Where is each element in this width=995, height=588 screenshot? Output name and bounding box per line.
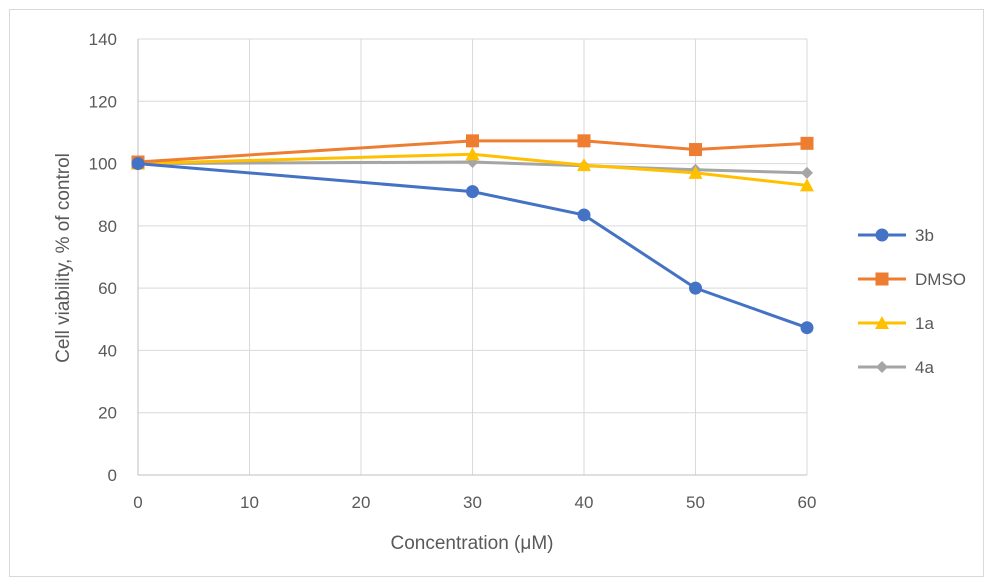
data-point	[577, 208, 591, 222]
x-tick-label: 30	[463, 493, 482, 512]
data-point	[577, 134, 591, 148]
x-tick-label: 20	[352, 493, 371, 512]
y-tick-label: 0	[108, 466, 117, 485]
data-point	[800, 178, 814, 192]
legend-marker	[875, 228, 889, 242]
tick-labels: 0 20 40 60 80 100 120 140 0 10 20 30 40 50 60	[89, 30, 817, 512]
data-point	[801, 166, 813, 179]
axes	[137, 39, 807, 476]
legend-label: DMSO	[915, 270, 966, 289]
data-point	[465, 147, 480, 161]
legend: 3b DMSO 1a 4a	[858, 226, 966, 377]
legend-label: 1a	[915, 314, 934, 333]
x-axis-title: Concentration (μM)	[390, 533, 553, 554]
legend-marker	[876, 361, 888, 373]
legend-item: 1a	[858, 314, 934, 333]
x-tick-label: 60	[798, 493, 817, 512]
legend-label: 4a	[915, 358, 934, 377]
x-tick-label: 0	[133, 493, 142, 512]
data-point	[800, 136, 814, 150]
series-3b	[131, 157, 814, 335]
data-point	[466, 185, 479, 199]
y-tick-label: 40	[98, 341, 117, 360]
legend-marker	[875, 316, 889, 329]
legend-item: 3b	[858, 226, 934, 245]
data-point	[689, 143, 702, 157]
data-point	[689, 281, 702, 295]
data-point	[800, 321, 814, 335]
series-lines	[131, 134, 814, 335]
y-tick-label: 20	[98, 404, 117, 423]
x-tick-label: 40	[575, 493, 594, 512]
y-tick-label: 140	[89, 30, 117, 49]
legend-item: DMSO	[858, 270, 966, 289]
legend-label: 3b	[915, 226, 934, 245]
x-tick-label: 10	[240, 493, 259, 512]
data-point	[131, 157, 145, 171]
legend-item: 4a	[858, 358, 934, 377]
y-tick-label: 120	[89, 92, 117, 111]
data-point	[577, 158, 591, 172]
y-tick-label: 60	[98, 279, 117, 298]
gridlines	[138, 38, 808, 475]
y-axis-title: Cell viability, % of control	[53, 153, 74, 363]
data-point	[466, 134, 479, 148]
y-tick-label: 80	[98, 217, 117, 236]
chart-area	[9, 9, 984, 577]
y-tick-label: 100	[89, 155, 117, 174]
data-point	[688, 165, 703, 179]
legend-marker	[875, 272, 889, 286]
x-tick-label: 50	[686, 493, 705, 512]
